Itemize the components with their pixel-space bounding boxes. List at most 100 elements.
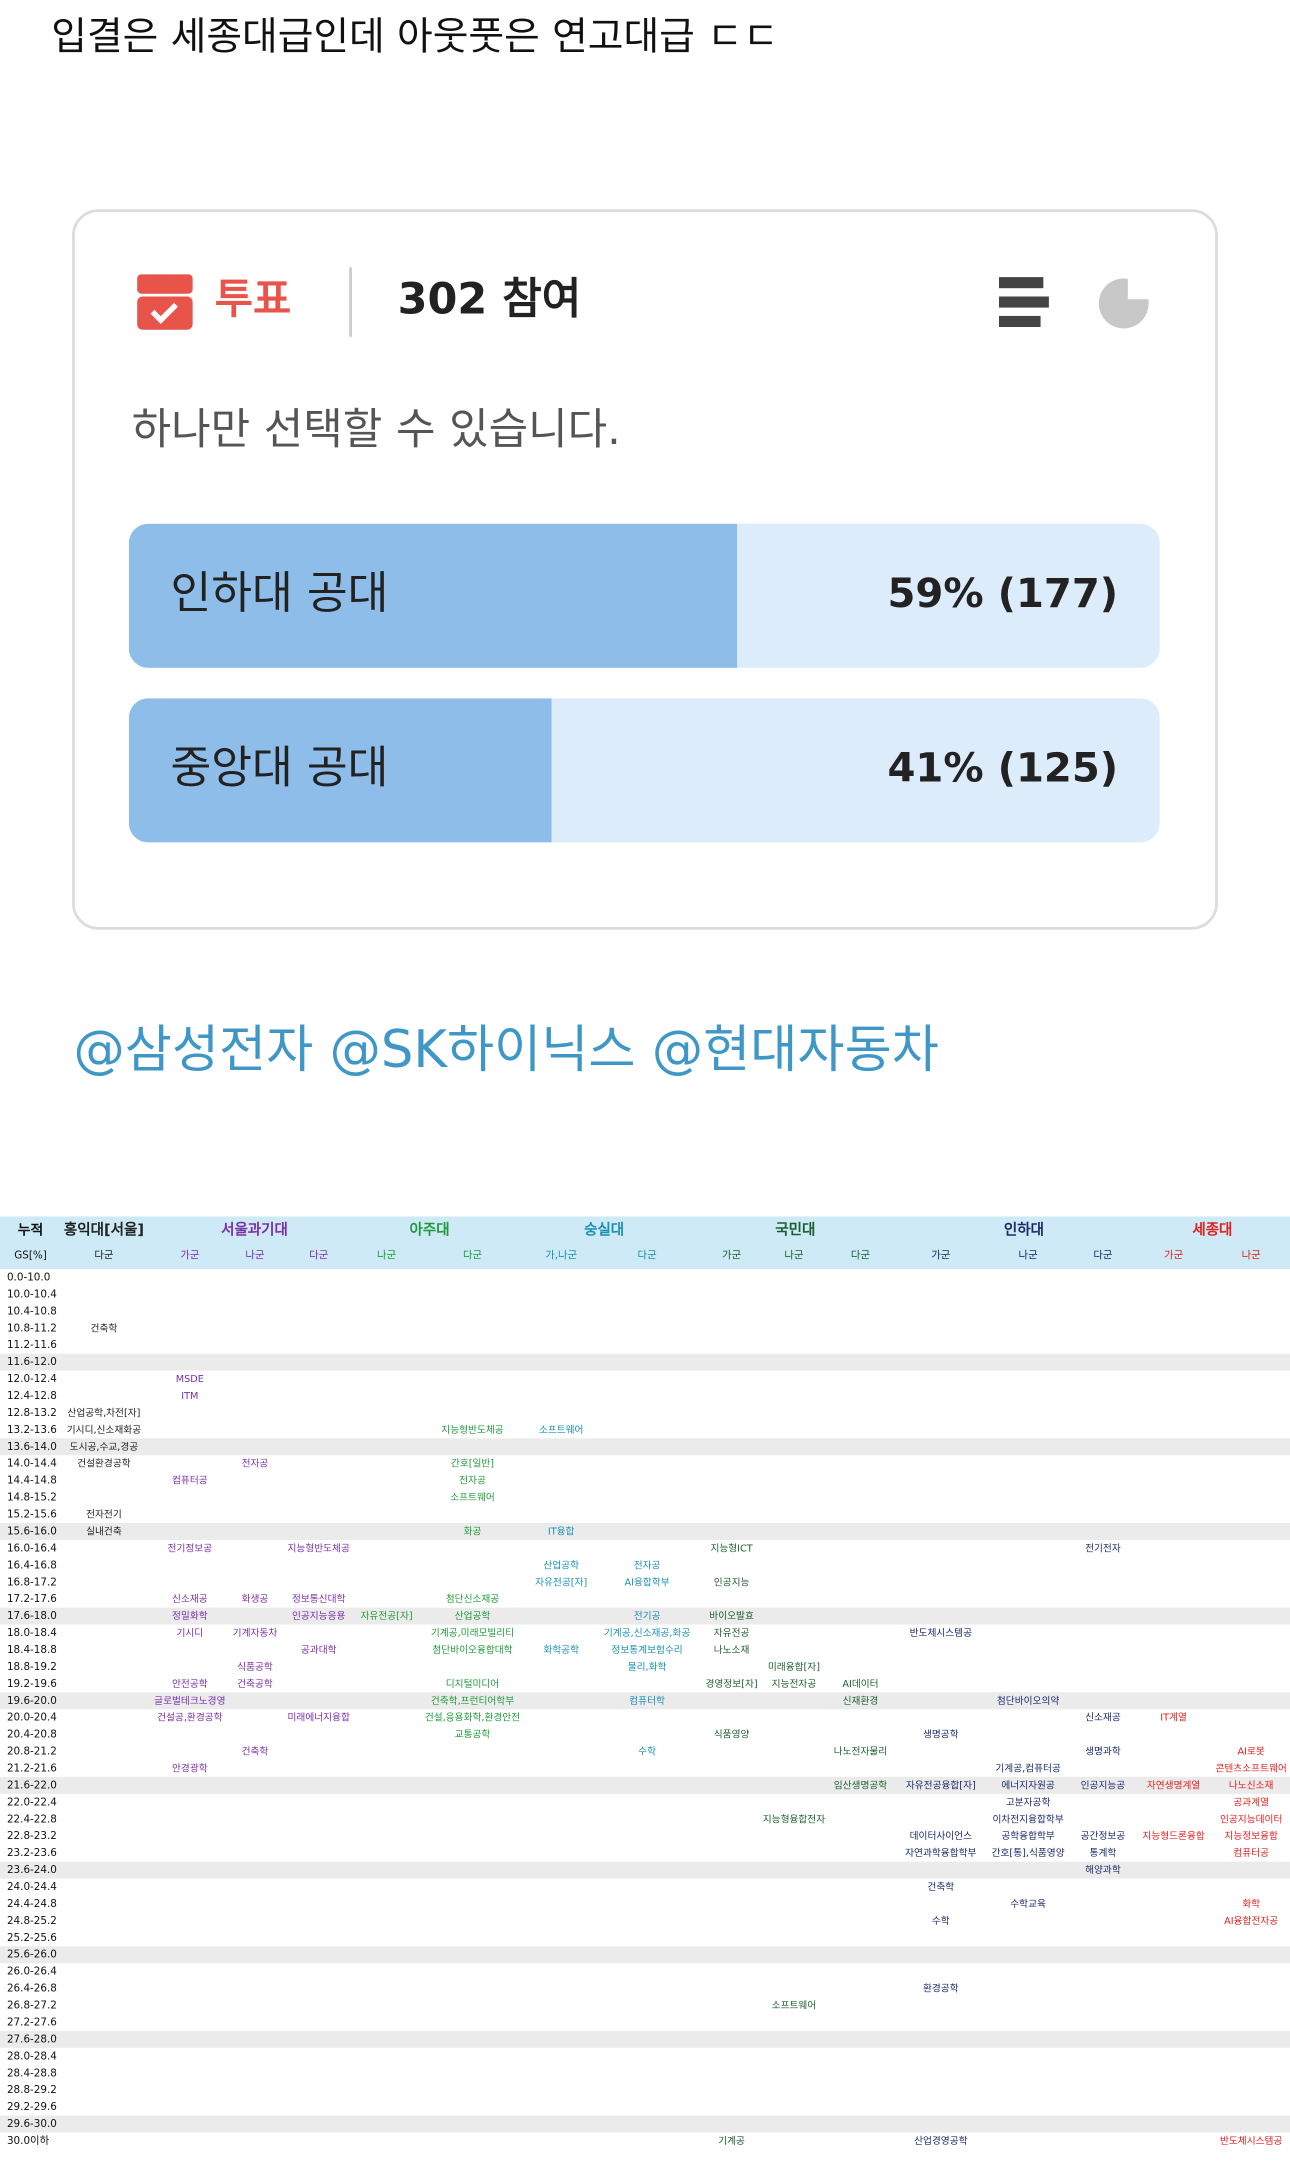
table-header-bg bbox=[0, 1216, 1290, 1270]
major: 전기공 bbox=[634, 1610, 661, 1622]
major: 디지털미디어 bbox=[446, 1678, 499, 1690]
major: 컴퓨터학 bbox=[629, 1695, 665, 1707]
row-label: 23.2-23.6 bbox=[7, 1847, 57, 1859]
major: 건설환경공학 bbox=[77, 1457, 131, 1470]
row-label: 22.8-23.2 bbox=[7, 1830, 57, 1842]
major: 콘텐츠소프트웨어 bbox=[1216, 1762, 1287, 1774]
row-label: 0.0-10.0 bbox=[7, 1271, 50, 1283]
major: 기계공,컴퓨터공 bbox=[995, 1762, 1061, 1774]
major: 통계학 bbox=[1090, 1847, 1117, 1859]
group-label: 다군 bbox=[94, 1249, 114, 1261]
major: 인공지능데이터 bbox=[1220, 1813, 1282, 1825]
option-bar bbox=[128, 523, 738, 668]
row-label: 21.2-21.6 bbox=[7, 1762, 57, 1774]
major: 간호[일반] bbox=[451, 1458, 494, 1470]
major: 정밀화학 bbox=[172, 1610, 208, 1622]
row-label: 19.6-20.0 bbox=[7, 1695, 57, 1707]
row-label: 23.6-24.0 bbox=[7, 1864, 57, 1876]
group-label: 가군 bbox=[931, 1249, 951, 1261]
major: 신소재공 bbox=[172, 1593, 208, 1605]
row-label: 27.6-28.0 bbox=[7, 2033, 57, 2045]
school-name: 국민대 bbox=[775, 1221, 815, 1238]
mentions[interactable]: @삼성전자 @SK하이닉스 @현대자동차 bbox=[73, 1020, 938, 1080]
major: IT계열 bbox=[1160, 1712, 1187, 1724]
group-label: 나군 bbox=[245, 1249, 265, 1261]
row-label: 29.6-30.0 bbox=[7, 2118, 57, 2130]
row-shade bbox=[0, 1861, 1290, 1879]
major: 전자전기 bbox=[86, 1509, 122, 1521]
poll-instruction: 하나만 선택할 수 있습니다. bbox=[132, 405, 621, 455]
major: 인공지능공 bbox=[1081, 1779, 1126, 1791]
major: 반도체시스템공 bbox=[1220, 2135, 1282, 2147]
major: 교통공학 bbox=[455, 1729, 491, 1741]
row-label: 16.8-17.2 bbox=[7, 1576, 57, 1588]
major: 전기정보공 bbox=[168, 1542, 213, 1554]
group-label: 다군 bbox=[1093, 1249, 1113, 1261]
row-label: 14.0-14.4 bbox=[7, 1458, 57, 1470]
list-view-button[interactable] bbox=[999, 277, 1049, 327]
row-label: 16.0-16.4 bbox=[7, 1542, 57, 1554]
major: 식품영양 bbox=[714, 1729, 750, 1741]
major: 지능전자공 bbox=[772, 1678, 817, 1690]
major: 기계자동차 bbox=[233, 1627, 278, 1639]
major: AI데이터 bbox=[842, 1678, 878, 1690]
major: 화학공학 bbox=[543, 1644, 579, 1656]
row-shade bbox=[0, 1438, 1290, 1456]
major: 산업경영공학 bbox=[914, 2134, 968, 2147]
major: 건설공,환경공학 bbox=[157, 1711, 223, 1724]
group-label: 가군 bbox=[1164, 1249, 1184, 1261]
group-label: 다군 bbox=[851, 1249, 871, 1261]
row-label: 29.2-29.6 bbox=[7, 2101, 57, 2113]
row-label: 15.2-15.6 bbox=[7, 1509, 57, 1521]
major: 정보통계보험수리 bbox=[611, 1644, 682, 1656]
major: 건축학,프런티어학부 bbox=[431, 1695, 514, 1707]
row-label: 14.4-14.8 bbox=[7, 1475, 57, 1487]
major: 화생공 bbox=[242, 1593, 269, 1605]
poll-badge: 투표 bbox=[215, 274, 291, 323]
major: 에너지자원공 bbox=[1001, 1779, 1055, 1791]
major: 전자공 bbox=[459, 1475, 486, 1487]
major: 전자공 bbox=[242, 1458, 269, 1470]
group-label: 다군 bbox=[638, 1249, 658, 1261]
major: 수학교육 bbox=[1010, 1898, 1046, 1910]
row-label: 22.4-22.8 bbox=[7, 1813, 57, 1825]
major: 물리,화학 bbox=[628, 1661, 667, 1673]
row-label: 28.8-29.2 bbox=[7, 2084, 57, 2096]
major: 소프트웨어 bbox=[450, 1492, 495, 1504]
major: 간호[통],식품영양 bbox=[992, 1847, 1065, 1859]
major: 산업공학 bbox=[455, 1609, 491, 1622]
major: 임산생명공학 bbox=[834, 1778, 888, 1791]
major: 미래에너지융합 bbox=[288, 1712, 350, 1724]
major: 자유전공[자] bbox=[361, 1610, 413, 1622]
row-label: 14.8-15.2 bbox=[7, 1492, 57, 1504]
major: 안경광학 bbox=[172, 1761, 208, 1774]
major: 인공지능 bbox=[714, 1576, 750, 1588]
corner-label: GS[%] bbox=[14, 1249, 47, 1261]
major: 기계공 bbox=[718, 2135, 745, 2147]
major: 소프트웨어 bbox=[772, 2000, 817, 2012]
major: 도시공,수교,경공 bbox=[70, 1440, 139, 1453]
major: 전자공 bbox=[634, 1559, 661, 1571]
group-label: 가,나군 bbox=[545, 1249, 577, 1261]
group-label: 나군 bbox=[377, 1249, 397, 1261]
major: 생명공학 bbox=[923, 1729, 959, 1741]
major: 지능형ICT bbox=[710, 1542, 752, 1554]
row-label: 17.2-17.6 bbox=[7, 1593, 57, 1605]
pie-view-button[interactable] bbox=[1098, 275, 1152, 329]
school-name: 아주대 bbox=[409, 1221, 449, 1238]
major: 첨단바이오융합대학 bbox=[432, 1644, 512, 1656]
major: 건축학 bbox=[927, 1881, 954, 1893]
option-result: 59% (177) bbox=[887, 571, 1118, 617]
post-title: 입결은 세종대급인데 아웃풋은 연고대급 ㄷㄷ bbox=[51, 14, 778, 59]
major: 환경공학 bbox=[923, 1982, 959, 1995]
row-label: 24.0-24.4 bbox=[7, 1881, 57, 1893]
major: 자연과학융합학부 bbox=[905, 1847, 976, 1859]
group-label: 나군 bbox=[1242, 1249, 1262, 1261]
group-label: 가군 bbox=[180, 1249, 200, 1261]
major: 나노전자물리 bbox=[834, 1746, 887, 1758]
major: 자유전공 bbox=[714, 1627, 750, 1639]
major: 식품공학 bbox=[237, 1661, 273, 1673]
major: AI융합전자공 bbox=[1224, 1915, 1278, 1927]
row-label: 28.4-28.8 bbox=[7, 2067, 57, 2079]
major: 화공 bbox=[464, 1525, 482, 1537]
